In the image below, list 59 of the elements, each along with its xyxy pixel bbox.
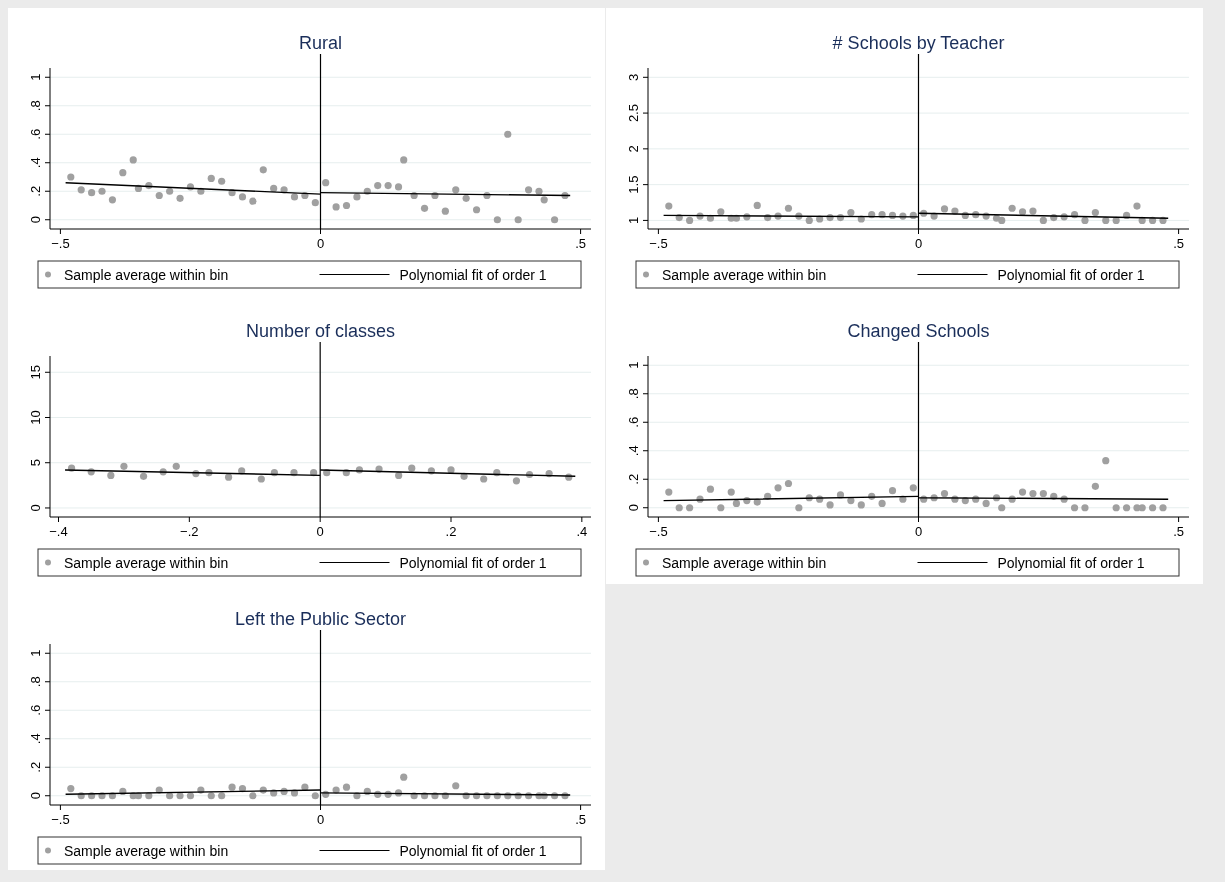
x-tick-label: .5 [1173,236,1185,251]
y-tick-label: 2.5 [626,104,641,123]
x-tick-label: 0 [316,524,324,539]
y-tick-label: 1 [28,73,43,81]
y-tick-label: .6 [28,704,43,716]
legend-label: Polynomial fit of order 1 [997,554,1145,571]
legend-label: Sample average within bin [662,554,827,571]
chart-title: Rural [298,33,343,53]
y-tick-label: .2 [28,761,43,773]
legend-label: Polynomial fit of order 1 [399,554,547,571]
legend-label: Sample average within bin [64,266,229,283]
y-tick-label: 1 [28,649,43,657]
legend-label: Polynomial fit of order 1 [399,842,547,859]
y-tick-label: 0 [28,216,43,224]
x-tick-label: −.5 [51,812,70,827]
x-tick-label: −.5 [51,236,70,251]
y-tick-label: .6 [626,416,641,428]
y-tick-label: 1 [626,216,641,225]
y-tick-label: 0 [28,504,43,512]
y-tick-label: .4 [626,445,641,457]
legend-label: Polynomial fit of order 1 [399,266,547,283]
y-tick-label: 0 [626,504,641,512]
x-tick-label: 0 [316,812,325,827]
legend-label: Sample average within bin [64,842,229,859]
y-tick-label: 0 [28,792,43,800]
chart-title: Number of classes [245,321,396,341]
x-tick-label: −.5 [649,524,668,539]
x-tick-label: 0 [316,236,325,251]
legend-label: Polynomial fit of order 1 [997,266,1145,283]
legend-label: Sample average within bin [662,266,827,283]
y-tick-label: .8 [28,676,43,688]
y-tick-label: .2 [626,473,641,485]
y-tick-label: 1.5 [626,175,641,194]
x-tick-label: .2 [445,524,457,539]
x-tick-label: −.4 [49,524,68,539]
x-tick-label: .5 [575,812,587,827]
chart-title: Left the Public Sector [234,609,407,629]
x-tick-label: .4 [576,524,588,539]
y-tick-label: .4 [28,733,43,745]
x-tick-label: .5 [575,236,587,251]
chart-title: Changed Schools [847,321,990,341]
y-tick-label: .4 [28,157,43,169]
y-tick-label: 1 [626,361,641,369]
y-tick-label: .8 [626,388,641,400]
y-tick-label: .2 [28,185,43,197]
x-tick-label: .5 [1173,524,1185,539]
x-tick-label: 0 [914,236,923,251]
x-tick-label: −.5 [649,236,668,251]
y-tick-label: 3 [626,73,641,81]
y-tick-label: 10 [28,410,43,425]
y-tick-label: 2 [626,145,641,153]
y-tick-label: .6 [28,128,43,140]
x-tick-label: 0 [914,524,923,539]
y-tick-label: 15 [28,365,43,380]
y-tick-label: .8 [28,100,43,112]
legend-label: Sample average within bin [64,554,229,571]
chart-title: # Schools by Teacher [832,33,1005,53]
x-tick-label: −.2 [180,524,199,539]
y-tick-label: 5 [28,459,43,467]
